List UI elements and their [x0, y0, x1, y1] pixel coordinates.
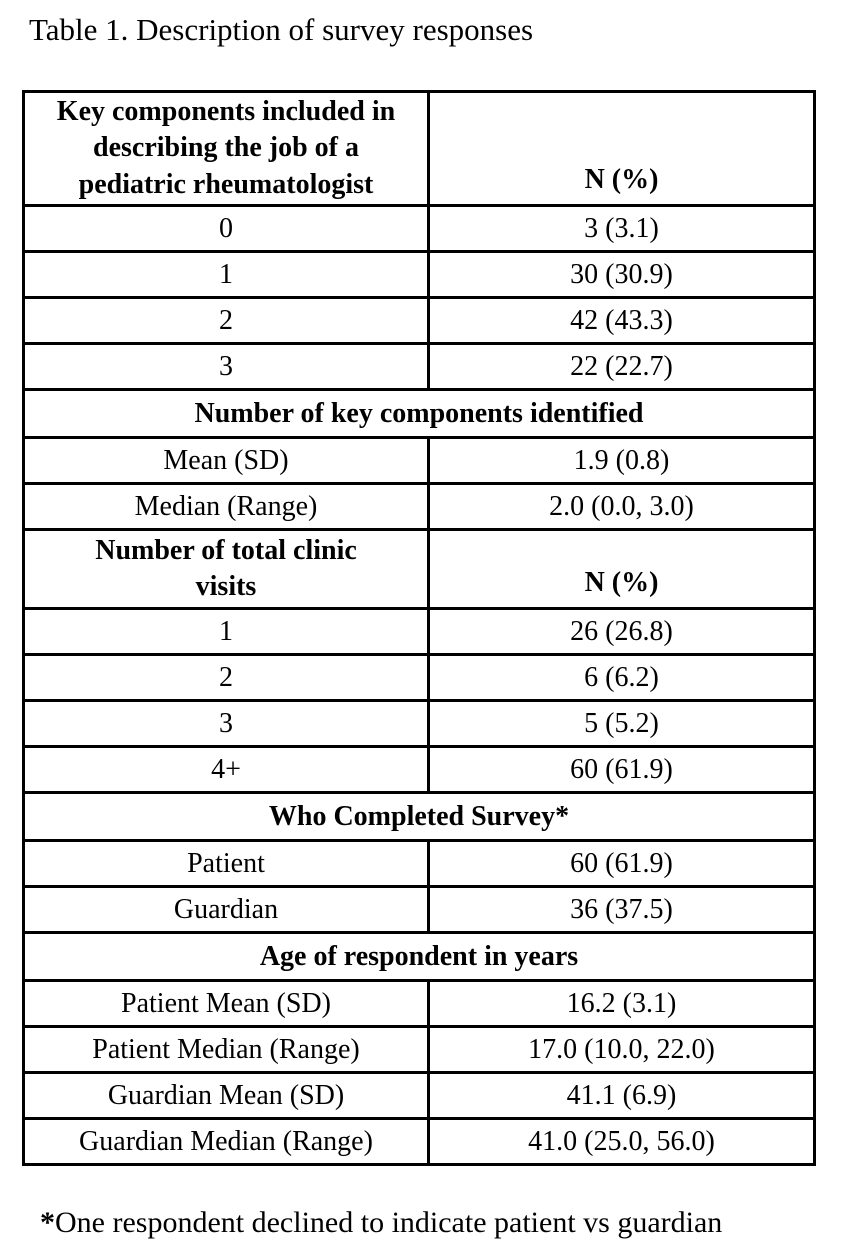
column-header-clinic-visits: Number of total clinic visits	[22, 528, 430, 611]
table-row: 3 22 (22.7)	[22, 342, 816, 392]
row-value: 1.9 (0.8)	[427, 436, 816, 486]
survey-responses-table: Key components included in describing th…	[22, 89, 816, 1167]
row-value: 60 (61.9)	[427, 745, 816, 795]
section-header-age-of-respondent: Age of respondent in years	[22, 931, 816, 983]
footnote-text: One respondent declined to indicate pati…	[55, 1206, 723, 1239]
row-label: 1	[22, 607, 430, 657]
table-row: 3 5 (5.2)	[22, 699, 816, 749]
row-label: Mean (SD)	[22, 436, 430, 486]
row-value: 22 (22.7)	[427, 342, 816, 392]
row-label: 4+	[22, 745, 430, 795]
table-row: Guardian 36 (37.5)	[22, 885, 816, 935]
row-value: 5 (5.2)	[427, 699, 816, 749]
row-label: Patient Median (Range)	[22, 1025, 430, 1075]
table-footnote: *One respondent declined to indicate pat…	[40, 1206, 722, 1240]
section-header-key-components-identified: Number of key components identified	[22, 388, 816, 440]
section-header-who-completed-survey: Who Completed Survey*	[22, 791, 816, 843]
row-label: Patient	[22, 839, 430, 889]
row-label: 3	[22, 699, 430, 749]
table-section-row: Number of key components identified	[22, 388, 816, 440]
row-value: 17.0 (10.0, 22.0)	[427, 1025, 816, 1075]
column-header-key-components: Key components included in describing th…	[22, 89, 430, 208]
row-value: 3 (3.1)	[427, 204, 816, 254]
row-label: 2	[22, 296, 430, 346]
table-row: Guardian Mean (SD) 41.1 (6.9)	[22, 1071, 816, 1121]
column-header-key-components-text: Key components included in describing th…	[56, 96, 396, 200]
table-row: Median (Range) 2.0 (0.0, 3.0)	[22, 482, 816, 532]
row-label: 3	[22, 342, 430, 392]
row-value: 36 (37.5)	[427, 885, 816, 935]
table-section-row: Who Completed Survey*	[22, 791, 816, 843]
column-header-n-percent: N (%)	[427, 89, 816, 208]
row-value: 2.0 (0.0, 3.0)	[427, 482, 816, 532]
footnote-marker: *	[40, 1206, 55, 1239]
table-row: 2 6 (6.2)	[22, 653, 816, 703]
table-row: 2 42 (43.3)	[22, 296, 816, 346]
row-label: 0	[22, 204, 430, 254]
table-row: Mean (SD) 1.9 (0.8)	[22, 436, 816, 486]
row-value: 16.2 (3.1)	[427, 979, 816, 1029]
row-value: 41.1 (6.9)	[427, 1071, 816, 1121]
row-label: Guardian	[22, 885, 430, 935]
column-header-n-percent: N (%)	[427, 528, 816, 611]
row-value: 60 (61.9)	[427, 839, 816, 889]
table-row: Number of total clinic visits N (%)	[22, 528, 816, 611]
table-row: 1 26 (26.8)	[22, 607, 816, 657]
table-row: Guardian Median (Range) 41.0 (25.0, 56.0…	[22, 1117, 816, 1167]
table-row: 0 3 (3.1)	[22, 204, 816, 254]
table-row: Patient 60 (61.9)	[22, 839, 816, 889]
row-value: 6 (6.2)	[427, 653, 816, 703]
row-label: Guardian Median (Range)	[22, 1117, 430, 1167]
table-row: 1 30 (30.9)	[22, 250, 816, 300]
row-value: 42 (43.3)	[427, 296, 816, 346]
row-label: Median (Range)	[22, 482, 430, 532]
row-label: 1	[22, 250, 430, 300]
row-value: 30 (30.9)	[427, 250, 816, 300]
row-label: Guardian Mean (SD)	[22, 1071, 430, 1121]
table-section-row: Age of respondent in years	[22, 931, 816, 983]
table-row: Patient Mean (SD) 16.2 (3.1)	[22, 979, 816, 1029]
table-row: Key components included in describing th…	[22, 89, 816, 208]
table-row: Patient Median (Range) 17.0 (10.0, 22.0)	[22, 1025, 816, 1075]
row-value: 41.0 (25.0, 56.0)	[427, 1117, 816, 1167]
table-caption: Table 1. Description of survey responses	[29, 12, 534, 47]
row-label: Patient Mean (SD)	[22, 979, 430, 1029]
row-label: 2	[22, 653, 430, 703]
column-header-clinic-visits-text: Number of total clinic visits	[95, 534, 357, 603]
table-row: 4+ 60 (61.9)	[22, 745, 816, 795]
row-value: 26 (26.8)	[427, 607, 816, 657]
